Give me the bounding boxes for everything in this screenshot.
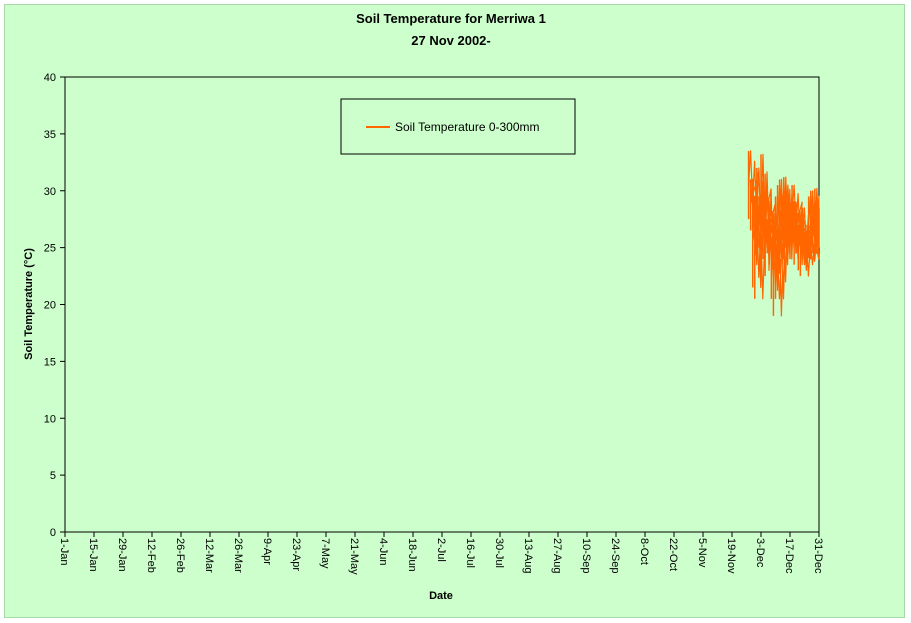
- x-tick-label: 19-Nov: [725, 538, 737, 574]
- y-tick-label: 15: [44, 356, 56, 368]
- x-tick-label: 1-Jan: [58, 538, 70, 566]
- x-tick-label: 16-Jul: [464, 538, 476, 568]
- x-tick-label: 18-Jun: [406, 538, 418, 572]
- x-tick-label: 2-Jul: [435, 538, 447, 562]
- x-axis: 1-Jan 15-Jan 29-Jan 12-Feb 26-Feb 12-Mar 26-Ma…: [58, 532, 824, 575]
- x-tick-label: 12-Mar: [203, 538, 215, 573]
- x-tick-label: 24-Sep: [609, 538, 621, 573]
- x-tick-label: 22-Oct: [667, 538, 679, 571]
- x-tick-label: 17-Dec: [783, 538, 795, 574]
- x-tick-label: 27-Aug: [551, 538, 563, 573]
- x-tick-label: 21-May: [348, 538, 360, 575]
- y-tick-label: 10: [44, 413, 56, 425]
- y-tick-label: 0: [50, 527, 56, 539]
- legend-label: Soil Temperature 0-300mm: [395, 120, 540, 134]
- chart-subtitle: 27 Nov 2002-: [411, 33, 491, 48]
- y-tick-label: 25: [44, 243, 56, 255]
- chart-title: Soil Temperature for Merriwa 1: [356, 11, 546, 26]
- x-axis-title: Date: [429, 590, 453, 602]
- y-tick-label: 40: [44, 72, 56, 84]
- legend: Soil Temperature 0-300mm: [340, 98, 576, 155]
- x-tick-label: 23-Apr: [290, 538, 302, 571]
- x-tick-label: 26-Mar: [232, 538, 244, 573]
- x-tick-label: 13-Aug: [522, 538, 534, 573]
- y-tick-label: 5: [50, 470, 56, 482]
- x-tick-label: 4-Jun: [377, 538, 389, 566]
- x-tick-label: 26-Feb: [174, 538, 186, 573]
- x-tick-label: 30-Jul: [493, 538, 505, 568]
- y-axis: 0 5 10 15 20 25 30 35 40: [44, 72, 65, 539]
- x-tick-label: 5-Nov: [696, 538, 708, 568]
- x-tick-label: 12-Feb: [145, 538, 157, 573]
- x-tick-label: 7-May: [319, 538, 331, 569]
- y-axis-title: Soil Temperature (°C): [23, 248, 35, 360]
- y-tick-label: 20: [44, 300, 56, 312]
- x-tick-label: 15-Jan: [87, 538, 99, 572]
- x-tick-label: 29-Jan: [116, 538, 128, 572]
- x-tick-label: 3-Dec: [754, 538, 766, 568]
- x-tick-label: 8-Oct: [638, 538, 650, 565]
- x-tick-label: 31-Dec: [812, 538, 824, 574]
- x-tick-label: 9-Apr: [261, 538, 273, 565]
- series-soil-temperature: [747, 150, 820, 317]
- y-tick-label: 35: [44, 129, 56, 141]
- y-tick-label: 30: [44, 186, 56, 198]
- x-tick-label: 10-Sep: [580, 538, 592, 573]
